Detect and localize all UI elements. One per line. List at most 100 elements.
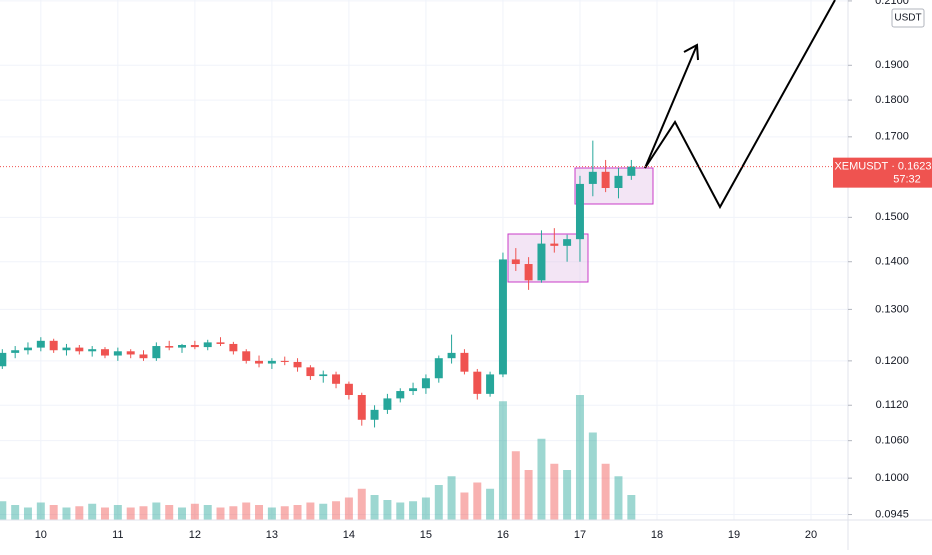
volume-bar xyxy=(575,395,584,520)
volume-bar xyxy=(49,505,58,520)
volume-bar xyxy=(152,502,161,520)
x-tick-label: 12 xyxy=(189,529,201,541)
separator: · xyxy=(891,161,895,173)
last-price: 0.1623 xyxy=(898,161,932,173)
x-tick-label: 19 xyxy=(728,529,740,541)
x-tick-label: 17 xyxy=(574,529,586,541)
candle-body xyxy=(11,350,20,353)
volume-bar xyxy=(306,502,315,520)
volume-bar xyxy=(344,497,353,520)
candle-body xyxy=(627,166,636,176)
candle-body xyxy=(190,344,199,348)
candle-body xyxy=(383,398,392,410)
volume-bar xyxy=(383,500,392,520)
volume-bar xyxy=(280,506,289,520)
volume-bar xyxy=(139,506,148,520)
candle-body xyxy=(62,347,71,351)
x-tick-label: 16 xyxy=(497,529,509,541)
candle-body xyxy=(319,374,328,377)
candle-body xyxy=(100,349,109,356)
x-tick-label: 10 xyxy=(35,529,47,541)
y-tick-label: 0.1060 xyxy=(875,435,909,447)
candle-body xyxy=(486,374,495,394)
candle-body xyxy=(306,367,315,377)
candle-body xyxy=(370,409,379,420)
volume-bar xyxy=(0,501,7,520)
candle-body xyxy=(88,349,97,352)
candle-body xyxy=(203,342,212,348)
volume-bar xyxy=(524,470,533,520)
axes: 10 11 12 13 14 15 16 17 18 19 20 0.0945 0.1000 0.1060… xyxy=(35,0,909,541)
volume-bar xyxy=(267,507,276,520)
candle-body xyxy=(280,360,289,362)
candle-body xyxy=(550,243,559,246)
candle-body xyxy=(421,378,430,389)
volume-bar xyxy=(421,497,430,520)
candle-body xyxy=(537,243,546,281)
currency: USDT xyxy=(894,13,921,24)
arrow-head xyxy=(683,43,699,61)
y-tick-label: 0.1900 xyxy=(875,59,909,71)
volume-layer xyxy=(0,395,636,520)
candle-body xyxy=(36,340,45,348)
volume-bar xyxy=(242,502,251,520)
candle-body xyxy=(588,171,597,184)
candle-body xyxy=(139,354,148,359)
volume-bar xyxy=(126,507,135,520)
x-tick-label: 13 xyxy=(266,529,278,541)
volume-bar xyxy=(178,507,186,520)
y-tick-label: 0.1400 xyxy=(875,256,909,268)
volume-bar xyxy=(563,470,572,520)
volume-bar xyxy=(627,495,636,520)
candle-body xyxy=(267,360,276,364)
y-tick-label: 0.1800 xyxy=(875,94,909,106)
volume-bar xyxy=(229,506,238,520)
candle-body xyxy=(23,347,32,351)
currency-badge xyxy=(891,8,925,28)
volume-bar xyxy=(434,485,443,520)
volume-bar xyxy=(537,438,546,520)
x-tick-label: 20 xyxy=(805,529,817,541)
candle-body xyxy=(575,183,584,240)
candle-body xyxy=(255,360,264,364)
volume-bar xyxy=(216,507,225,520)
y-tick-label: 0.1000 xyxy=(875,472,909,484)
candle-body xyxy=(601,171,610,189)
candle-body xyxy=(152,346,161,359)
volume-bar xyxy=(11,505,20,520)
volume-bar xyxy=(460,492,469,520)
volume-bar xyxy=(370,495,379,520)
volume-bar xyxy=(601,463,610,520)
last-price-badge xyxy=(833,157,932,188)
volume-bar xyxy=(409,501,418,520)
projection-arrows xyxy=(644,0,836,210)
volume-bar xyxy=(23,507,32,520)
last-price-text: XEMUSDT · 0.1623 xyxy=(834,161,931,173)
range-box xyxy=(574,167,654,205)
candle-body xyxy=(229,343,238,352)
volume-bar xyxy=(100,507,109,520)
volume-bar xyxy=(319,503,328,520)
candle-body xyxy=(344,383,353,395)
candle-body xyxy=(216,342,225,344)
y-tick-label: 0.1200 xyxy=(875,355,909,367)
volume-bar xyxy=(62,507,71,520)
candle-body xyxy=(511,259,520,265)
y-tick-label: 0.1300 xyxy=(875,303,909,315)
y-tick-label: 0.0945 xyxy=(875,508,909,520)
range-box xyxy=(507,233,589,283)
candle-body xyxy=(498,259,507,375)
candles xyxy=(0,140,636,428)
candle-body xyxy=(332,374,341,384)
grid xyxy=(0,0,848,520)
candle-body xyxy=(49,340,58,351)
candle-body xyxy=(614,175,623,189)
volume-bar xyxy=(614,476,623,520)
candle-body xyxy=(473,371,482,394)
volume-bar xyxy=(165,505,174,520)
candle-body xyxy=(563,239,572,246)
candle-body xyxy=(126,351,135,355)
drawings xyxy=(507,167,654,283)
